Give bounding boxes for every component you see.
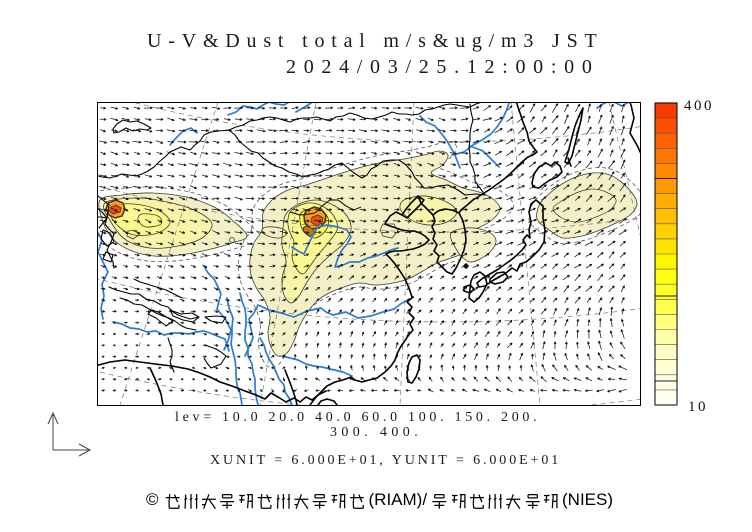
svg-text:(NIES): (NIES) <box>562 490 613 509</box>
svg-text:10: 10 <box>688 399 708 415</box>
svg-text:U-V&Dust total m/s&ug/m3 JST: U-V&Dust total m/s&ug/m3 JST <box>147 30 604 52</box>
svg-text:lev= 10.0 20.0 40.0 60.0: lev= 10.0 20.0 40.0 60.0 100. 150. 200. <box>175 410 540 425</box>
svg-text:400: 400 <box>684 98 714 114</box>
svg-text:©: © <box>146 490 159 509</box>
svg-text:XUNIT = 6.000E+01, YUNIT =: XUNIT = 6.000E+01, YUNIT = 6.000E+01 <box>210 453 561 468</box>
svg-text:300. 400.: 300. 400. <box>330 425 422 440</box>
svg-text:2024/03/25.12:00:00: 2024/03/25.12:00:00 <box>286 56 600 78</box>
svg-text:(RIAM)/: (RIAM)/ <box>369 490 428 509</box>
